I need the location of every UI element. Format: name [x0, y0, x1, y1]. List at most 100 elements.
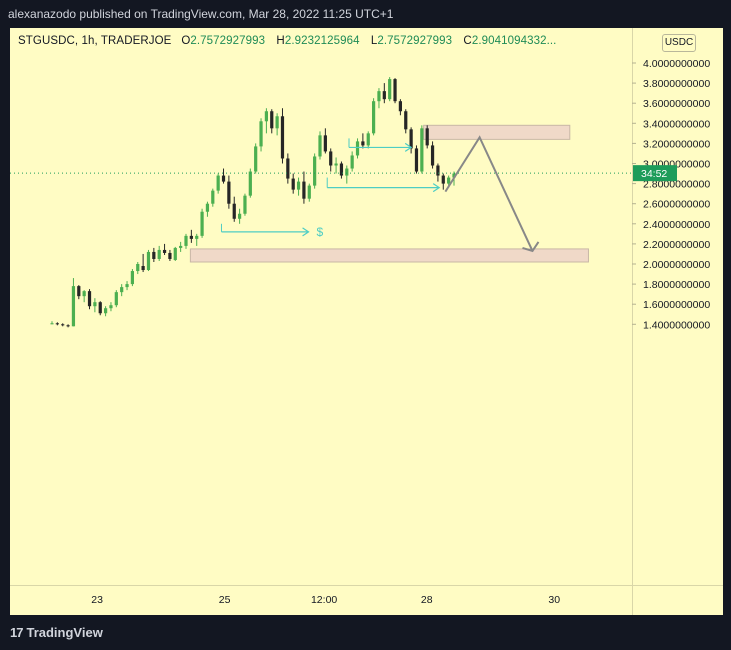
candle [243, 193, 247, 216]
candle [409, 127, 413, 154]
y-tick-label: 3.4000000000 [643, 118, 710, 130]
candle [50, 321, 54, 325]
candle-body [93, 302, 97, 307]
guide-arrow [326, 177, 441, 193]
candle [302, 171, 306, 204]
candle [393, 78, 397, 104]
candle-body [323, 135, 327, 152]
candle [195, 233, 199, 246]
candle [441, 173, 445, 190]
candle-body [404, 111, 408, 130]
candle-body [307, 185, 311, 199]
candle [200, 208, 204, 238]
x-tick-label: 30 [548, 594, 560, 606]
candle [237, 208, 242, 224]
candle [173, 246, 177, 261]
tradingview-mark-icon: 17 [10, 625, 24, 640]
candle [355, 138, 360, 159]
supply-demand-zone [423, 124, 571, 140]
candle-body [216, 175, 220, 191]
candle [120, 284, 124, 297]
legend-close-label: C [463, 35, 472, 47]
candle-body [136, 264, 140, 272]
candle [211, 188, 215, 207]
currency-button[interactable]: USDC [662, 34, 696, 52]
candle [152, 247, 156, 262]
candle-body [393, 79, 397, 102]
chart-frame[interactable]: $4.0000000000 3.8000000000 3.6000000000 3.4… [10, 28, 723, 615]
candle-body [152, 251, 156, 259]
candle-body [179, 245, 183, 248]
candle-body [318, 135, 322, 157]
candle-body [162, 249, 167, 253]
legend-high-value: 2.9232125964 [284, 35, 360, 47]
candle-body [66, 325, 70, 327]
guide-arrow [348, 138, 413, 152]
candle [398, 99, 403, 116]
candle-body [221, 175, 226, 182]
candle-body [345, 168, 349, 176]
candle-body [82, 291, 86, 297]
x-tick-label: 25 [219, 594, 231, 606]
candle-body [120, 287, 124, 293]
candle [270, 109, 274, 134]
candle-body [205, 203, 210, 212]
candle-body [87, 291, 92, 307]
candle-body [447, 177, 451, 184]
candle-body [243, 195, 247, 214]
candle [259, 118, 263, 152]
candle-body [264, 111, 269, 122]
candle-body [141, 266, 145, 271]
candle-body [361, 141, 365, 146]
publish-header: alexanazodo published on TradingView.com… [0, 0, 731, 28]
candle-body [371, 101, 376, 134]
legend-open-label: O [181, 35, 191, 47]
ohlc-legend: STGUSDC, 1h, TRADERJOE O2.7572927993 H2.… [18, 35, 564, 47]
candle-body [280, 116, 285, 159]
candle-body [109, 305, 113, 309]
footer: 17 TradingView [0, 615, 731, 650]
candle-body [302, 181, 306, 199]
candle-body [339, 163, 344, 176]
candle-body [195, 235, 199, 239]
candle [125, 281, 129, 291]
guide-label: $ [317, 225, 324, 239]
candle [339, 161, 344, 179]
candle [141, 253, 145, 273]
candle [82, 290, 86, 303]
candle [388, 77, 392, 102]
candle-body [382, 91, 386, 100]
candle [157, 245, 161, 261]
price-badge-text: 34:52 [641, 168, 667, 180]
candle-body [125, 284, 129, 288]
candle [162, 243, 167, 255]
projection-path [444, 135, 534, 252]
candle [98, 301, 102, 316]
candle-body [184, 235, 188, 246]
candle [323, 128, 327, 154]
candle [291, 173, 295, 194]
candle-body [211, 190, 215, 204]
y-tick-label: 3.8000000000 [643, 78, 710, 90]
tradingview-logo[interactable]: 17 TradingView [10, 625, 103, 640]
candle [414, 145, 419, 174]
candle [264, 108, 269, 134]
guide-arrowhead [302, 227, 310, 237]
candle [184, 233, 188, 249]
candle [61, 323, 65, 327]
candle [130, 269, 135, 287]
candle [109, 302, 113, 312]
candle [77, 285, 81, 300]
candle-body [286, 158, 290, 179]
legend-symbol: STGUSDC, 1h, TRADERJOE [18, 35, 172, 47]
candle-body [398, 101, 403, 112]
candle-body [270, 111, 274, 129]
candle [371, 98, 376, 136]
candle [55, 322, 59, 326]
guide-arrow [220, 223, 310, 237]
candle-body [50, 323, 54, 325]
candle [350, 151, 354, 172]
candlestick-chart[interactable]: $4.0000000000 3.8000000000 3.6000000000 3.4… [10, 28, 723, 615]
y-tick-label: 1.8000000000 [643, 279, 710, 291]
candle [103, 306, 108, 317]
